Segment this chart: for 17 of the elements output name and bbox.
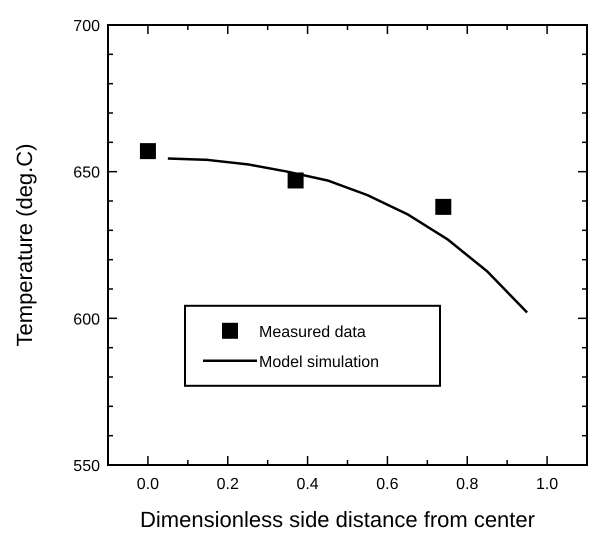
y-tick-label: 550	[73, 458, 100, 475]
line-series	[166, 157, 528, 314]
x-tick-label: 0.8	[456, 476, 478, 493]
y-tick-label: 650	[73, 164, 100, 182]
point	[140, 143, 156, 160]
y-tick-label: 700	[73, 18, 100, 35]
x-axis-title: Dimensionless side distance from center	[140, 507, 535, 532]
y-axis-title: Temperature (deg.C)	[12, 144, 37, 346]
x-tick-label: 0.4	[296, 476, 319, 493]
x-tick-label: 0.6	[376, 476, 399, 493]
x-tick-label: 1.0	[536, 476, 558, 493]
legend-label: Measured data	[259, 324, 366, 341]
y-tick-label: 600	[73, 311, 100, 328]
point	[435, 198, 452, 215]
x-tick-label: 0.0	[136, 476, 160, 493]
x-tick-label: 0.2	[216, 476, 239, 493]
legend-label: Model simulation	[259, 354, 380, 371]
